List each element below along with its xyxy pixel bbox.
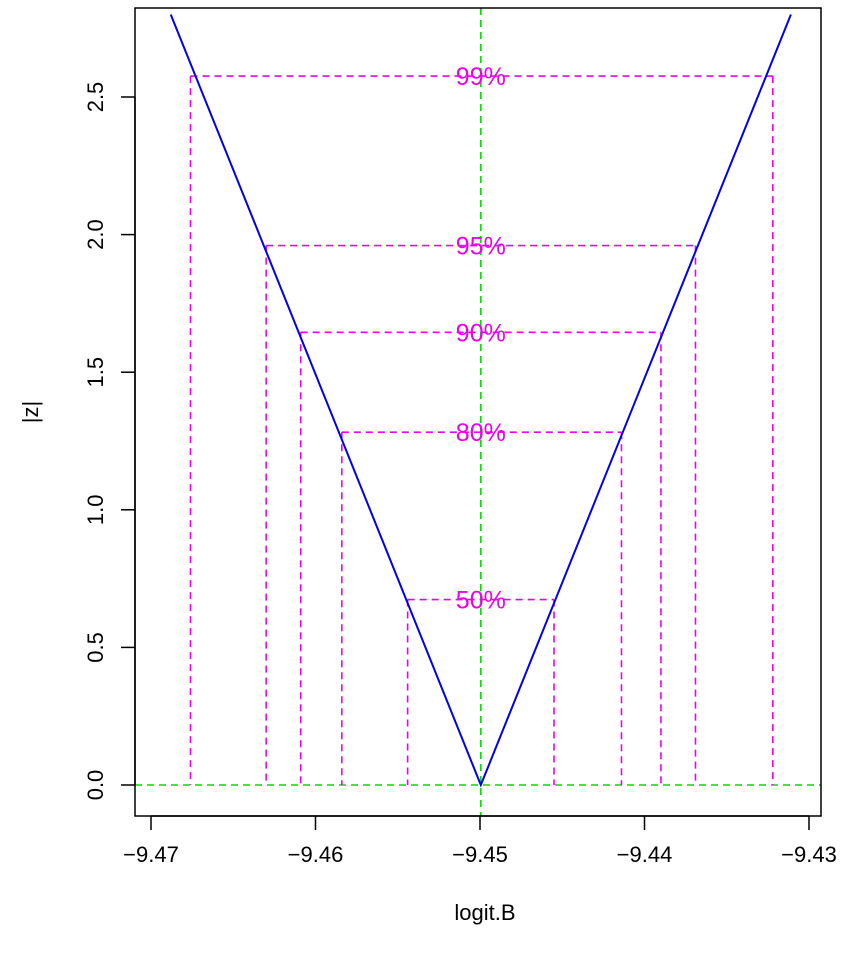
x-tick-label: −9.46: [288, 842, 344, 867]
x-tick-label: −9.47: [123, 842, 179, 867]
x-tick-label: −9.45: [452, 842, 508, 867]
x-axis-label: logit.B: [454, 900, 515, 925]
confidence-level-label: 99%: [456, 63, 506, 91]
y-tick-label: 2.5: [83, 82, 108, 113]
x-tick-label: −9.43: [781, 842, 837, 867]
y-axis-label: |z|: [18, 401, 43, 423]
x-tick-label: −9.44: [617, 842, 673, 867]
confidence-level-label: 90%: [456, 319, 506, 347]
y-tick-label: 0.5: [83, 632, 108, 663]
y-tick-label: 2.0: [83, 219, 108, 250]
confidence-level-label: 80%: [456, 419, 506, 447]
abs-z-curve: [169, 14, 792, 788]
confidence-level-label: 50%: [456, 587, 506, 615]
plot-frame: [134, 7, 822, 817]
y-tick-label: 0.0: [83, 770, 108, 801]
confidence-level-label: 95%: [456, 233, 506, 261]
y-tick-label: 1.5: [83, 357, 108, 388]
y-tick-label: 1.0: [83, 495, 108, 526]
